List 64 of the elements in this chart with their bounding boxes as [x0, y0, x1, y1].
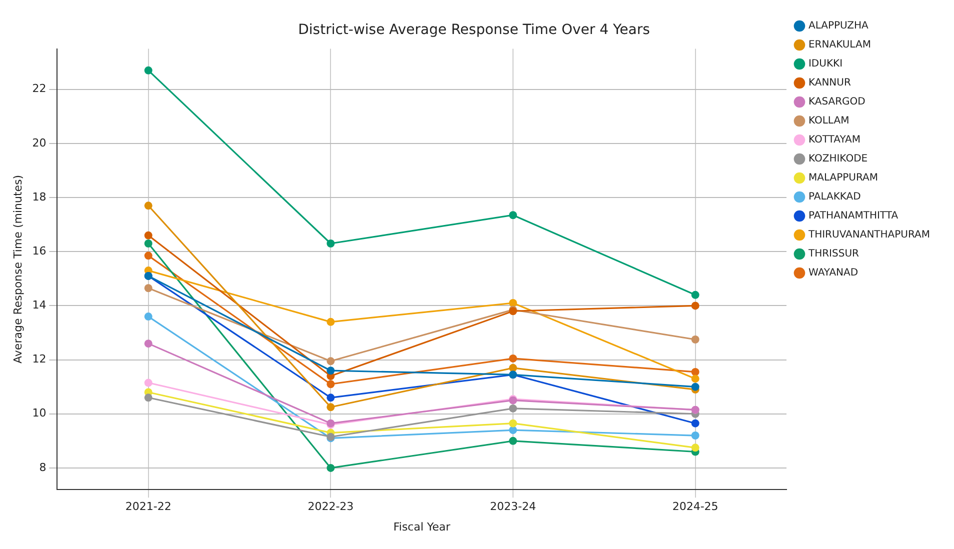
point	[144, 231, 152, 240]
point	[326, 464, 335, 472]
legend-label: KOLLAM	[808, 116, 850, 127]
point	[691, 368, 700, 376]
y-tick-label: 22	[32, 82, 46, 96]
point	[326, 357, 335, 366]
point	[144, 252, 152, 260]
point	[691, 302, 700, 310]
point	[144, 340, 152, 348]
x-tick-label: 2022-23	[308, 500, 354, 514]
legend-label: PALAKKAD	[808, 192, 862, 203]
point	[509, 354, 517, 362]
legend-label: KANNUR	[808, 78, 851, 89]
y-tick-label: 20	[32, 136, 46, 150]
legend-label: ERNAKULAM	[808, 40, 871, 51]
legend-label: WAYANAD	[808, 268, 858, 279]
y-tick-label: 12	[32, 352, 46, 366]
x-tick-label: 2024-25	[672, 500, 718, 514]
point	[326, 403, 335, 412]
point	[326, 318, 335, 326]
y-tick-label: 18	[32, 190, 46, 204]
point	[509, 404, 517, 412]
point	[691, 444, 700, 452]
point	[691, 290, 700, 299]
point	[144, 312, 152, 321]
x-tick-label: 2023-24	[490, 500, 536, 514]
y-axis-title: Average Response Time (minutes)	[11, 174, 24, 364]
y-tick-label: 14	[32, 298, 46, 312]
legend-label: ALAPPUZHA	[808, 20, 869, 32]
point	[509, 436, 517, 445]
legend-label: KOZHIKODE	[808, 154, 868, 165]
legend-label: PATHANAMTHITTA	[808, 210, 898, 222]
legend-label: MALAPPURAM	[808, 172, 878, 184]
y-tick-label: 10	[32, 406, 46, 420]
point	[509, 426, 517, 434]
legend-label: THRISSUR	[807, 248, 860, 260]
point	[144, 202, 152, 210]
point	[509, 364, 517, 372]
point	[326, 366, 335, 375]
legend-label: KOTTAYAM	[808, 134, 860, 146]
y-tick-label: 16	[32, 244, 46, 258]
point	[691, 432, 700, 440]
point	[144, 66, 152, 74]
point	[691, 336, 700, 344]
point	[326, 394, 335, 402]
point	[691, 419, 700, 428]
point	[509, 419, 517, 428]
y-tick-label: 8	[39, 460, 46, 474]
x-axis-title: Fiscal Year	[393, 520, 451, 534]
point	[144, 394, 152, 402]
point	[326, 240, 335, 248]
point	[144, 284, 152, 292]
legend-label: KASARGOD	[808, 96, 866, 108]
point	[144, 378, 152, 387]
point	[691, 374, 700, 383]
point	[144, 240, 152, 248]
chart-title: District-wise Average Response Time Over 4 Years	[298, 22, 650, 38]
point	[691, 382, 700, 391]
point	[326, 380, 335, 388]
point	[509, 211, 517, 220]
x-tick-label: 2021-22	[125, 500, 172, 514]
legend-label: IDUKKI	[808, 58, 843, 70]
legend-label: THIRUVANANTHAPURAM	[807, 230, 930, 241]
point	[509, 299, 517, 308]
